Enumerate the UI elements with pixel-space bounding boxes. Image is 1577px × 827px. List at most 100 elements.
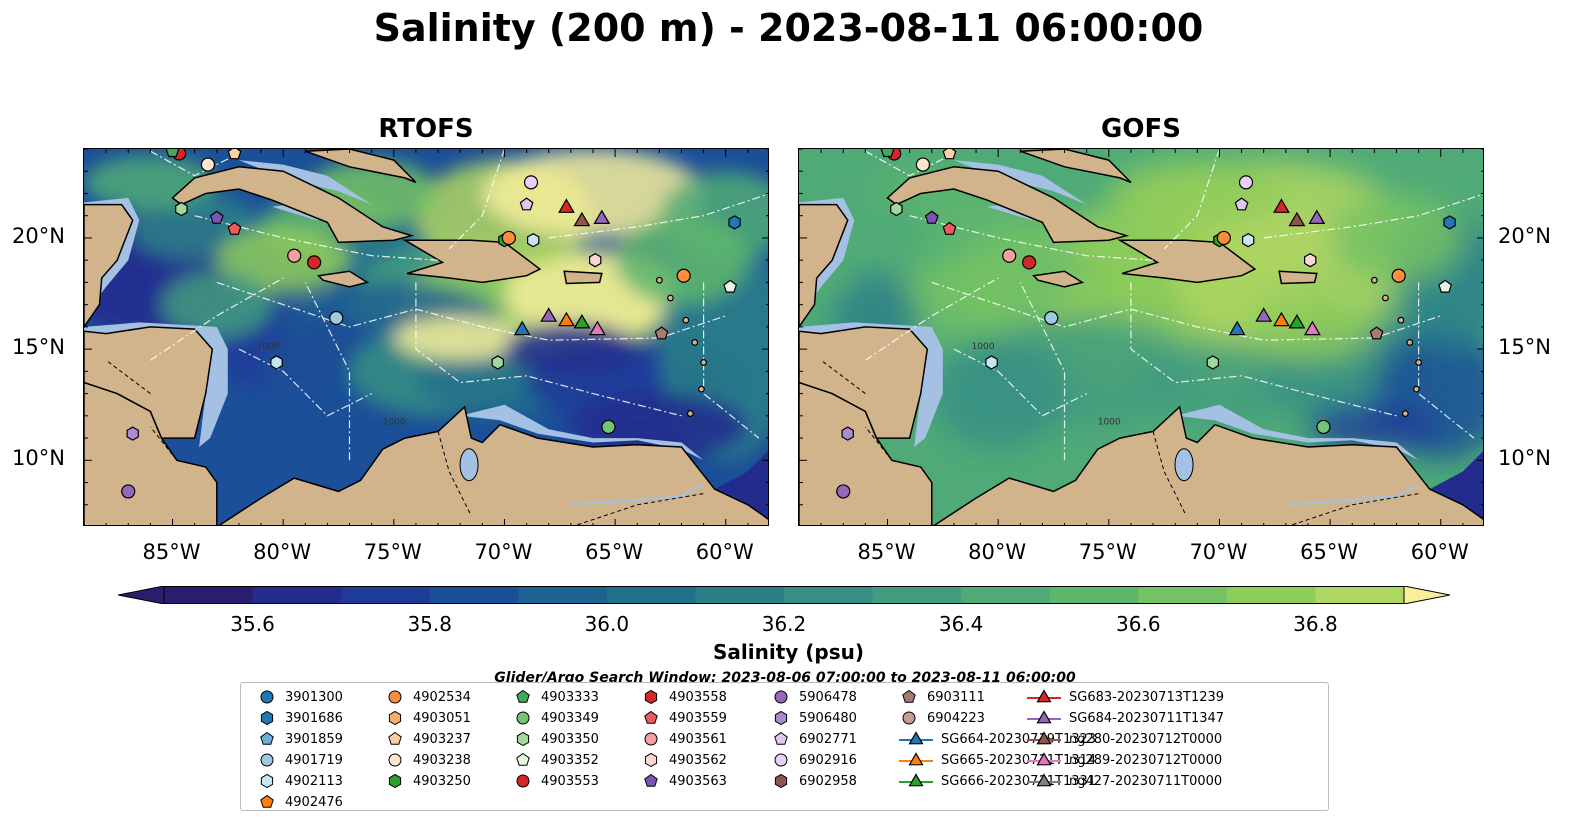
- legend-label: 4903237: [413, 731, 471, 747]
- colorbar-segment: [961, 586, 1051, 604]
- glider-SG666-20230711T1331: [1288, 314, 1306, 329]
- legend: 3901300 3901686 3901859 4901719 4902113 49024…: [240, 682, 1329, 811]
- colorbar-tick-label: 35.6: [230, 612, 275, 636]
- legend-label: ng289-20230712T0000: [1069, 752, 1223, 768]
- marker-4903563: [924, 210, 939, 224]
- glider-SG684-20230711T1347: [1255, 307, 1273, 322]
- legend-label: 3901686: [285, 710, 343, 726]
- legend-item: 4903553: [513, 771, 599, 791]
- land-bahamas: [1020, 149, 1132, 184]
- colorbar-tick-label: 36.8: [1293, 612, 1338, 636]
- legend-label: 3901859: [285, 731, 343, 747]
- land-southAmerica: [933, 405, 1483, 525]
- lat-tick-label-right: 10°N: [1498, 446, 1551, 471]
- colorbar-segment: [606, 586, 696, 604]
- legend-item: 6902771: [771, 729, 857, 749]
- marker-4902534: [501, 230, 516, 246]
- legend-label: 4903562: [669, 752, 727, 768]
- marker-5906478: [836, 484, 851, 499]
- island: [1397, 316, 1405, 324]
- legend-marker-icon: [1027, 710, 1061, 724]
- country-border: [1290, 493, 1419, 525]
- map-panel-gofs[interactable]: 1000 1000: [798, 148, 1484, 526]
- legend-label: 3901300: [285, 689, 343, 705]
- legend-marker-icon: [260, 794, 274, 808]
- lon-tick-label-gofs: 75°W: [1078, 540, 1137, 564]
- colorbar-segment: [1049, 586, 1139, 604]
- lon-tick-label-gofs: 70°W: [1189, 540, 1248, 564]
- marker-4903350: [175, 201, 188, 217]
- map-rtofs: 1000 1000: [84, 149, 768, 525]
- legend-item: 4903562: [641, 750, 727, 770]
- atlantic-east: [1429, 451, 1483, 519]
- lon-tick-label-rtofs: 70°W: [474, 540, 533, 564]
- legend-item: SG683-20230713T1239: [1027, 687, 1224, 707]
- marker-4902113: [985, 355, 998, 370]
- eez-boundary: [1130, 282, 1397, 417]
- legend-marker-icon: [1027, 752, 1061, 766]
- colorbar-min-extend: [117, 585, 165, 605]
- country-border: [105, 359, 151, 394]
- marker-4902113: [1242, 233, 1255, 248]
- marker-4901719: [329, 310, 344, 326]
- contour-label: 1000: [257, 342, 280, 352]
- marker-4903333: [880, 149, 895, 158]
- eez-boundary: [1019, 282, 1066, 461]
- marker-5906480: [126, 426, 139, 441]
- island: [700, 359, 708, 366]
- map-panel-rtofs[interactable]: 1000 1000: [83, 148, 769, 526]
- legend-marker-icon: [774, 731, 788, 745]
- legend-marker-icon: [516, 774, 530, 788]
- legend-marker-icon: [260, 773, 274, 789]
- land-puertoRico: [563, 270, 603, 285]
- shallow-shelf: [1175, 404, 1419, 461]
- legend-marker-icon: [388, 710, 402, 726]
- legend-item: 4903558: [641, 687, 727, 707]
- legend-item: 4903238: [385, 750, 471, 770]
- river: [570, 483, 705, 506]
- legend-item: 4903051: [385, 708, 471, 728]
- legend-marker-icon: [1027, 731, 1061, 745]
- glider-ng289-20230712T0000: [588, 320, 606, 336]
- land-cuba: [171, 166, 415, 244]
- colorbar-segment: [695, 586, 785, 604]
- legend-marker-icon: [644, 689, 658, 705]
- shallow-shelf: [460, 404, 704, 461]
- marker-4903562: [589, 253, 602, 268]
- marker-4903559: [942, 221, 957, 235]
- legend-label: ng280-20230712T0000: [1069, 731, 1223, 747]
- colorbar-segment: [518, 586, 608, 604]
- legend-label: 4903558: [669, 689, 727, 705]
- legend-item: ng280-20230712T0000: [1027, 729, 1222, 749]
- legend-item: SG664-20230719T1323: [899, 729, 1096, 749]
- lake-maracaibo: [459, 448, 479, 482]
- marker-5906478: [121, 484, 136, 499]
- legend-item: 3901859: [257, 729, 343, 749]
- marker-4903350: [1206, 355, 1219, 370]
- country-border: [820, 359, 866, 394]
- colorbar-segment: [872, 586, 962, 604]
- legend-label: 4903352: [541, 752, 599, 768]
- marker-4902113: [270, 355, 283, 370]
- eez-boundary: [150, 150, 240, 177]
- lon-tick-label-gofs: 60°W: [1410, 540, 1469, 564]
- panel-title-gofs: GOFS: [1101, 114, 1181, 144]
- land-bahamas: [305, 149, 417, 184]
- legend-item: 5906478: [771, 687, 857, 707]
- land-jamaica: [1032, 270, 1085, 288]
- legend-item: 4902113: [257, 771, 343, 791]
- lake-maracaibo: [1174, 448, 1194, 482]
- legend-label: 4903333: [541, 689, 599, 705]
- land-hispaniola: [402, 239, 542, 284]
- land-hispaniola: [1117, 239, 1257, 284]
- legend-item: 4903563: [641, 771, 727, 791]
- glider-ng289-20230712T0000: [1303, 320, 1321, 336]
- contour-label: 1000: [1098, 418, 1121, 428]
- axis-ticks: [84, 149, 768, 525]
- island: [698, 385, 705, 393]
- island: [655, 276, 663, 284]
- marker-6902916: [1238, 175, 1254, 190]
- legend-label: 4903563: [669, 773, 727, 789]
- legend-marker-icon: [516, 689, 530, 703]
- legend-label: 5906480: [799, 710, 857, 726]
